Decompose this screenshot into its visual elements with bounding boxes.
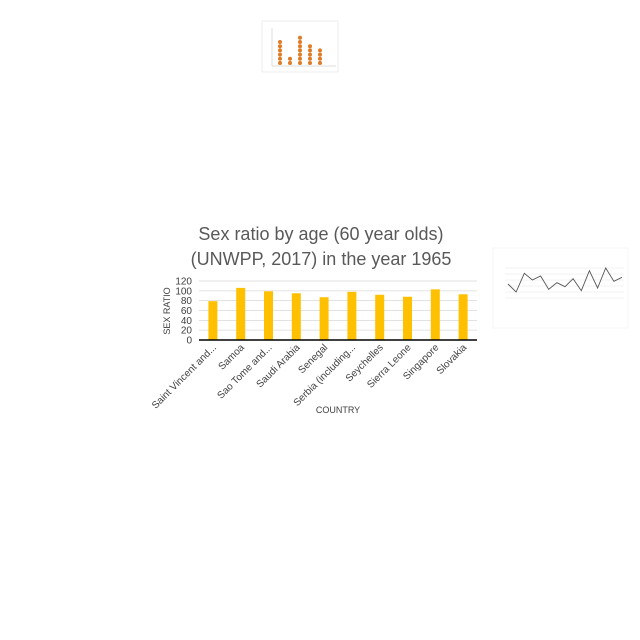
mini-dot [288, 61, 292, 65]
bar [208, 301, 218, 340]
y-axis-title: SEX RATIO [162, 287, 172, 334]
mini-dot [298, 44, 302, 49]
y-tick-label: 100 [175, 286, 192, 297]
mini-dot [298, 40, 302, 44]
main-chart: Sex ratio by age (60 year olds) (UNWPP, 2… [150, 224, 477, 415]
mini-dot [308, 56, 312, 61]
y-tick-label: 40 [181, 316, 193, 327]
bar [458, 294, 468, 340]
mini-dot [308, 44, 312, 49]
mini-dot [308, 61, 312, 65]
chart-title-line: Sex ratio by age (60 year olds) [198, 224, 443, 244]
mini-dot [278, 48, 282, 53]
y-tick-label: 60 [181, 306, 193, 317]
mini-dot [318, 61, 322, 65]
bar [403, 296, 412, 340]
y-tick-label: 80 [181, 296, 193, 307]
mini-dots-group [278, 35, 322, 65]
bar [347, 291, 357, 340]
mini-dot [278, 44, 282, 49]
mini-line-series [507, 267, 623, 293]
bar [291, 293, 301, 340]
chart-title-line: (UNWPP, 2017) in the year 1965 [191, 249, 452, 269]
bar [430, 289, 440, 340]
mini-dot [318, 48, 322, 53]
mini-dot-chart [261, 20, 339, 73]
bar [264, 291, 273, 340]
mini-dot [298, 35, 302, 40]
x-tick-label: Saint Vincent and... [150, 342, 219, 411]
y-tick-label: 120 [175, 277, 192, 288]
x-tick-label: Slovakia [435, 342, 470, 377]
mini-line-chart [492, 247, 629, 329]
mini-dot [298, 52, 302, 57]
mini-dot [288, 56, 292, 61]
mini-dot [278, 40, 282, 44]
y-tick-label: 20 [181, 326, 193, 337]
mini-line-chart-frame [492, 247, 629, 329]
bars-group [208, 287, 468, 340]
mini-dot [318, 56, 322, 61]
mini-dot [278, 56, 282, 61]
mini-dot [298, 56, 302, 61]
mini-dot [308, 48, 312, 53]
bar [375, 294, 385, 340]
mini-dot [298, 48, 302, 53]
bar [236, 287, 246, 340]
gridlines [199, 280, 477, 331]
mini-dot [318, 52, 322, 57]
mini-dot [308, 52, 312, 57]
mini-dot [278, 61, 282, 65]
mini-dot [298, 61, 302, 65]
x-axis-title: COUNTRY [316, 405, 360, 415]
y-tick-label: 0 [186, 336, 192, 347]
mini-dot [278, 52, 282, 57]
bar [319, 297, 329, 340]
chart-title: Sex ratio by age (60 year olds) (UNWPP, 2… [191, 224, 452, 269]
